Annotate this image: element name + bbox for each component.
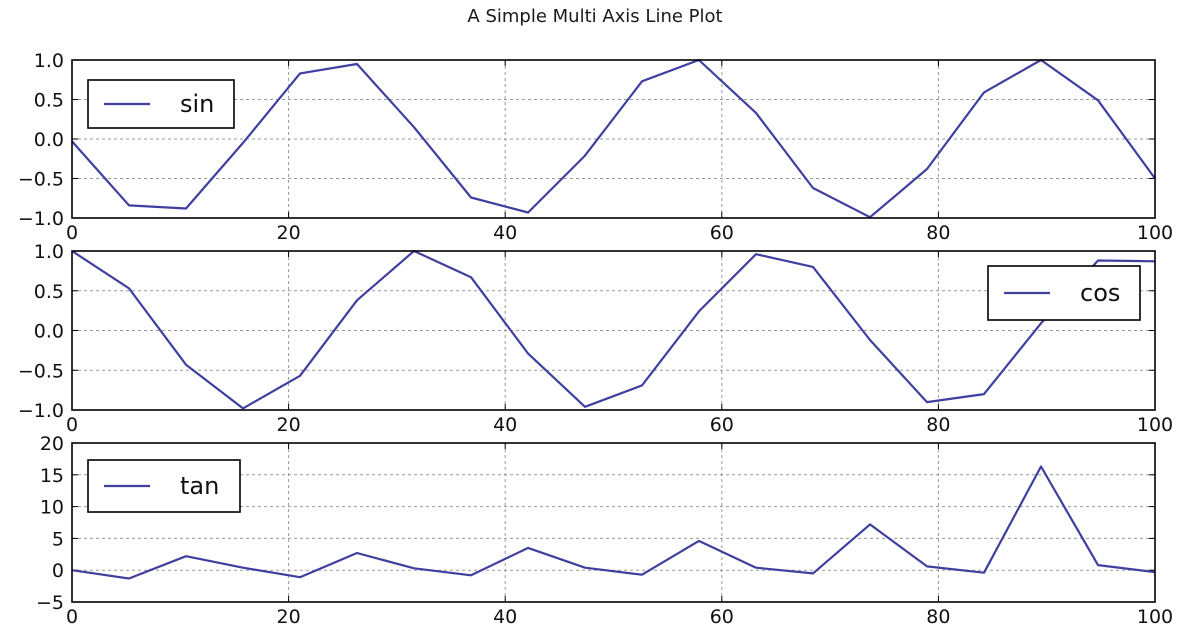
y-tick-label: −1.0 [18, 208, 64, 230]
x-tick-label: 0 [66, 414, 78, 436]
y-tick-label: −1.0 [18, 400, 64, 422]
tan-series-line [71, 465, 1156, 580]
x-tick-label: 20 [277, 222, 301, 244]
y-tick-label: 15 [40, 465, 64, 487]
y-tick-label: 10 [40, 497, 64, 519]
plot-frame [71, 442, 1156, 603]
x-tick-label: 60 [710, 606, 734, 628]
y-tick-label: 1.0 [34, 241, 64, 263]
legend-label: cos [1080, 279, 1120, 307]
y-tick-label: −5 [36, 592, 64, 614]
x-tick-label: 20 [277, 606, 301, 628]
y-tick-label: −0.5 [18, 169, 64, 191]
figure-title: A Simple Multi Axis Line Plot [467, 6, 722, 27]
y-tick-label: 1.0 [34, 50, 64, 72]
x-tick-label: 80 [926, 222, 950, 244]
y-tick-label: 0.5 [34, 281, 64, 303]
legend-label: sin [180, 90, 214, 118]
legend: sin [87, 79, 235, 129]
subplot-1: 0 20 40 60 80 100 −1.0 −0.5 0.0 0.5 1.0 sin [18, 50, 1173, 244]
x-tick-label: 0 [66, 606, 78, 628]
x-tick-label: 40 [493, 222, 517, 244]
x-tick-label: 20 [277, 414, 301, 436]
x-tick-label: 0 [66, 222, 78, 244]
plot-frame [71, 59, 1156, 219]
x-tick-label: 100 [1137, 222, 1173, 244]
y-tick-label: 20 [40, 433, 64, 455]
x-tick-label: 80 [926, 606, 950, 628]
y-tick-label: 0.5 [34, 90, 64, 112]
subplot-2: 0 20 40 60 80 100 −1.0 −0.5 0.0 0.5 1.0 cos [18, 241, 1173, 436]
y-tick-label: 0.0 [34, 129, 64, 151]
x-tick-label: 40 [493, 606, 517, 628]
legend: cos [987, 265, 1141, 321]
x-tick-label: 80 [926, 414, 950, 436]
x-tick-label: 100 [1137, 414, 1173, 436]
legend: tan [87, 459, 241, 513]
sin-series-line [71, 58, 1156, 219]
y-tick-label: 5 [52, 528, 64, 550]
legend-label: tan [180, 472, 219, 500]
x-tick-label: 60 [710, 414, 734, 436]
x-tick-label: 100 [1137, 606, 1173, 628]
y-tick-label: 0.0 [34, 321, 64, 343]
x-tick-label: 40 [493, 414, 517, 436]
x-tick-label: 60 [710, 222, 734, 244]
y-tick-label: 0 [52, 560, 64, 582]
cos-series-line [71, 249, 1156, 410]
plot-frame [71, 250, 1156, 411]
y-tick-label: −0.5 [18, 360, 64, 382]
